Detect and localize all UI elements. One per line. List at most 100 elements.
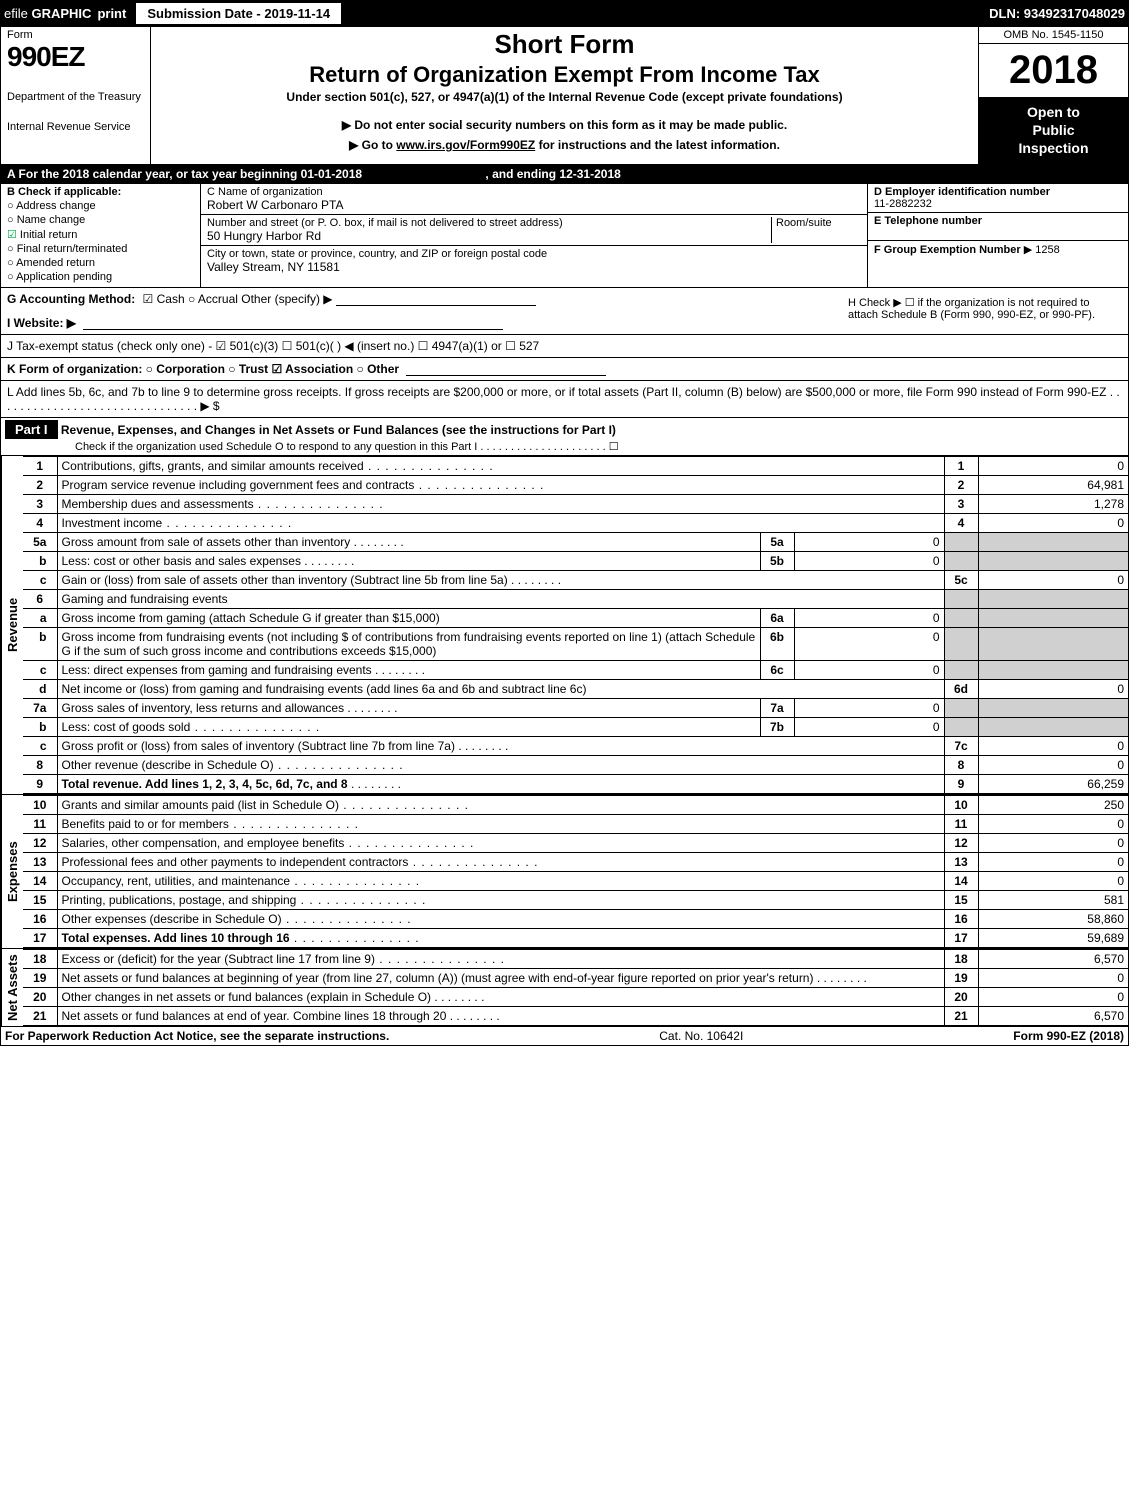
l7b-no: b: [23, 717, 57, 736]
dept-irs: Internal Revenue Service: [7, 121, 144, 133]
city-label: City or town, state or province, country…: [207, 248, 861, 260]
l12-no: 12: [23, 833, 57, 852]
street-value: 50 Hungry Harbor Rd: [207, 229, 771, 243]
l6b-mid: 6b: [760, 627, 794, 660]
l10-rno: 10: [944, 795, 978, 814]
l9-desc: Total revenue. Add lines 1, 2, 3, 4, 5c,…: [62, 777, 348, 791]
website-input[interactable]: [83, 318, 503, 330]
line-21: 21 Net assets or fund balances at end of…: [23, 1006, 1128, 1025]
omb-number: OMB No. 1545-1150: [979, 27, 1128, 44]
box-g-opts[interactable]: ☑ Cash ○ Accrual Other (specify) ▶: [143, 292, 333, 306]
revenue-tab: Revenue: [1, 456, 23, 794]
chk-application-pending[interactable]: Application pending: [7, 271, 194, 283]
l7b-rno: [944, 717, 978, 736]
part1-badge: Part I: [5, 420, 58, 439]
box-h-text[interactable]: H Check ▶ ☐ if the organization is not r…: [848, 297, 1095, 321]
l5c-desc: Gain or (loss) from sale of assets other…: [62, 573, 562, 587]
l20-desc: Other changes in net assets or fund bala…: [62, 990, 485, 1004]
l7a-no: 7a: [23, 698, 57, 717]
chk-final-return[interactable]: Final return/terminated: [7, 243, 194, 255]
chk-amended-return[interactable]: Amended return: [7, 257, 194, 269]
l5b-no: b: [23, 551, 57, 570]
l2-no: 2: [23, 475, 57, 494]
l10-desc: Grants and similar amounts paid (list in…: [62, 798, 469, 812]
chk-name-change[interactable]: Name change: [7, 214, 194, 226]
l17-arrow: [290, 931, 420, 945]
line-13: 13 Professional fees and other payments …: [23, 852, 1128, 871]
l3-rval: 1,278: [978, 494, 1128, 513]
org-name-label: C Name of organization: [207, 186, 861, 198]
expenses-section: Expenses 10 Grants and similar amounts p…: [1, 794, 1128, 948]
box-k-text[interactable]: K Form of organization: ○ Corporation ○ …: [7, 362, 399, 376]
box-b-label: B Check if applicable:: [7, 186, 121, 198]
line-7a: 7a Gross sales of inventory, less return…: [23, 698, 1128, 717]
l6a-rno: [944, 608, 978, 627]
l16-rval: 58,860: [978, 909, 1128, 928]
l1-desc: Contributions, gifts, grants, and simila…: [62, 459, 494, 473]
box-def: D Employer identification number 11-2882…: [868, 184, 1128, 287]
l17-no: 17: [23, 928, 57, 947]
chk-initial-return[interactable]: Initial return: [7, 228, 194, 241]
l19-rno: 19: [944, 968, 978, 987]
print-link[interactable]: print: [97, 6, 126, 21]
l6a-no: a: [23, 608, 57, 627]
form-number: 990EZ: [7, 41, 144, 73]
tax-year: 2018: [979, 44, 1128, 97]
l7c-desc: Gross profit or (loss) from sales of inv…: [62, 739, 509, 753]
street-label: Number and street (or P. O. box, if mail…: [207, 217, 771, 229]
submission-date-badge: Submission Date - 2019-11-14: [136, 3, 341, 24]
l7a-desc: Gross sales of inventory, less returns a…: [62, 701, 398, 715]
org-name: Robert W Carbonaro PTA: [207, 198, 861, 212]
l7c-rno: 7c: [944, 736, 978, 755]
l21-desc: Net assets or fund balances at end of ye…: [62, 1009, 500, 1023]
line-4: 4 Investment income 4 0: [23, 513, 1128, 532]
l12-rno: 12: [944, 833, 978, 852]
open-line1: Open to: [1027, 104, 1080, 120]
efile-topbar: efile GRAPHIC print Submission Date - 20…: [0, 0, 1129, 26]
l3-rno: 3: [944, 494, 978, 513]
l6b-rval: [978, 627, 1128, 660]
entity-info-row: B Check if applicable: Address change Na…: [1, 184, 1128, 288]
l5b-mid: 5b: [760, 551, 794, 570]
l6b-rno: [944, 627, 978, 660]
l6c-rno: [944, 660, 978, 679]
netassets-tab: Net Assets: [1, 949, 23, 1026]
l6c-rval: [978, 660, 1128, 679]
l18-desc: Excess or (deficit) for the year (Subtra…: [62, 952, 505, 966]
org-other-input[interactable]: [406, 364, 606, 376]
l6d-rval: 0: [978, 679, 1128, 698]
part1-sub: Check if the organization used Schedule …: [75, 441, 619, 453]
chk-address-change[interactable]: Address change: [7, 200, 194, 212]
l7a-rval: [978, 698, 1128, 717]
l11-no: 11: [23, 814, 57, 833]
box-j-text[interactable]: J Tax-exempt status (check only one) - ☑…: [7, 339, 539, 353]
l5c-no: c: [23, 570, 57, 589]
irs-link[interactable]: www.irs.gov/Form990EZ: [396, 138, 535, 152]
l8-no: 8: [23, 755, 57, 774]
l5b-desc: Less: cost or other basis and sales expe…: [62, 554, 355, 568]
graphic-label[interactable]: GRAPHIC: [31, 6, 91, 21]
box-l-text: L Add lines 5b, 6c, and 7b to line 9 to …: [7, 385, 1120, 413]
l6c-mid: 6c: [760, 660, 794, 679]
l13-desc: Professional fees and other payments to …: [62, 855, 539, 869]
accounting-other-input[interactable]: [336, 294, 536, 306]
l4-rno: 4: [944, 513, 978, 532]
line-7c: c Gross profit or (loss) from sales of i…: [23, 736, 1128, 755]
l6c-desc: Less: direct expenses from gaming and fu…: [62, 663, 426, 677]
dln-label: DLN: 93492317048029: [989, 6, 1125, 21]
l6-rval: [978, 589, 1128, 608]
l8-desc: Other revenue (describe in Schedule O): [62, 758, 404, 772]
line-18: 18 Excess or (deficit) for the year (Sub…: [23, 949, 1128, 968]
l14-no: 14: [23, 871, 57, 890]
l9-rno: 9: [944, 774, 978, 793]
l18-no: 18: [23, 949, 57, 968]
line-1: 1 Contributions, gifts, grants, and simi…: [23, 456, 1128, 475]
l10-no: 10: [23, 795, 57, 814]
l5a-rno: [944, 532, 978, 551]
l2-rval: 64,981: [978, 475, 1128, 494]
line-16: 16 Other expenses (describe in Schedule …: [23, 909, 1128, 928]
l19-no: 19: [23, 968, 57, 987]
l6c-no: c: [23, 660, 57, 679]
header-left: Form 990EZ Department of the Treasury In…: [1, 27, 151, 164]
l7a-rno: [944, 698, 978, 717]
